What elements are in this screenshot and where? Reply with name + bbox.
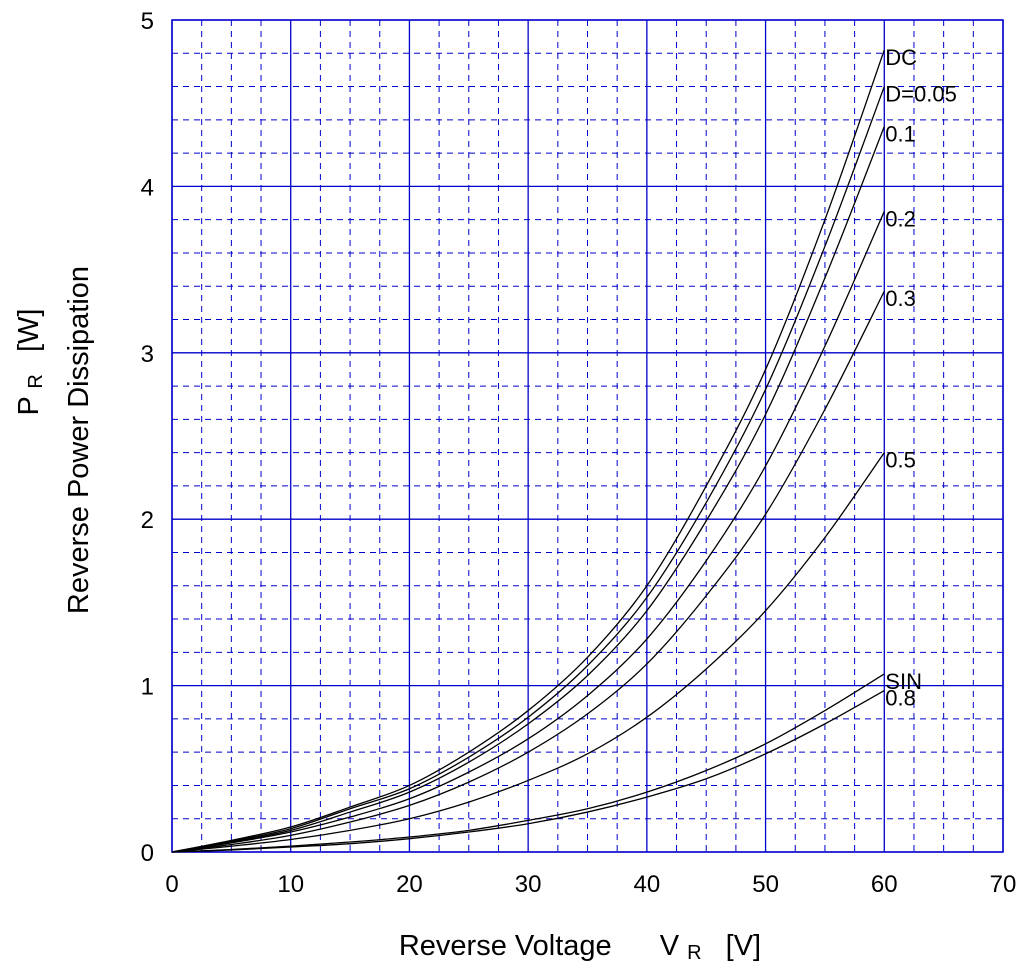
x-axis-title: Reverse Voltage V R [V] [399, 930, 761, 966]
curves [171, 49, 885, 853]
x-tick-label: 20 [396, 871, 423, 898]
y-tick-label: 3 [141, 341, 154, 368]
x-tick-label: 70 [990, 871, 1017, 898]
curve-sin [171, 673, 885, 853]
y-tick-label: 5 [141, 8, 154, 35]
x-tick-label: 0 [165, 871, 178, 898]
x-tick-label: 40 [634, 871, 661, 898]
curve-label-sin: SIN [885, 669, 922, 694]
curve-d-0-05 [171, 86, 885, 853]
curve-label-0-8: 0.8 [885, 686, 916, 711]
x-axis-title-unit: [V] [726, 930, 761, 962]
curve-label-0-2: 0.2 [885, 206, 916, 231]
y-tick-label: 0 [141, 840, 154, 867]
curve-label-0-3: 0.3 [885, 286, 916, 311]
x-axis-title-subscript: R [687, 942, 701, 964]
x-axis-title-main: Reverse Voltage [399, 930, 612, 962]
curve-dc [171, 49, 885, 853]
curve-0-8 [171, 690, 885, 853]
y-axis-title-subscript: R [25, 374, 47, 388]
x-tick-label: 30 [515, 871, 542, 898]
curve-label-dc: DC [885, 45, 917, 70]
y-axis-title-symbol-line: P R [W] [13, 309, 49, 416]
curve-0-2 [171, 211, 885, 853]
x-tick-label: 50 [752, 871, 779, 898]
y-tick-label: 4 [141, 174, 154, 201]
curve-label-0-1: 0.1 [885, 121, 916, 146]
x-tick-label: 60 [871, 871, 898, 898]
y-axis-title-description: Reverse Power Dissipation [63, 266, 95, 614]
y-tick-labels: 0 1 2 3 4 5 [141, 8, 154, 867]
major-grid [171, 19, 1004, 853]
y-tick-label: 2 [141, 507, 154, 534]
y-axis-title-symbol: P [13, 397, 45, 416]
curve-0-1 [171, 126, 885, 853]
x-axis-title-symbol: V [660, 930, 680, 962]
y-tick-label: 1 [141, 674, 154, 701]
x-tick-labels: 0 10 20 30 40 50 60 70 [165, 871, 1016, 898]
y-axis-title-unit: [W] [13, 309, 45, 353]
plot-frame [171, 19, 1004, 853]
curve-0-5 [171, 452, 885, 853]
x-tick-label: 10 [277, 871, 304, 898]
minor-grid [172, 20, 1003, 852]
curve-0-3 [171, 290, 885, 853]
curve-label-d-0-05: D=0.05 [885, 82, 957, 107]
curve-label-0-5: 0.5 [885, 448, 916, 473]
